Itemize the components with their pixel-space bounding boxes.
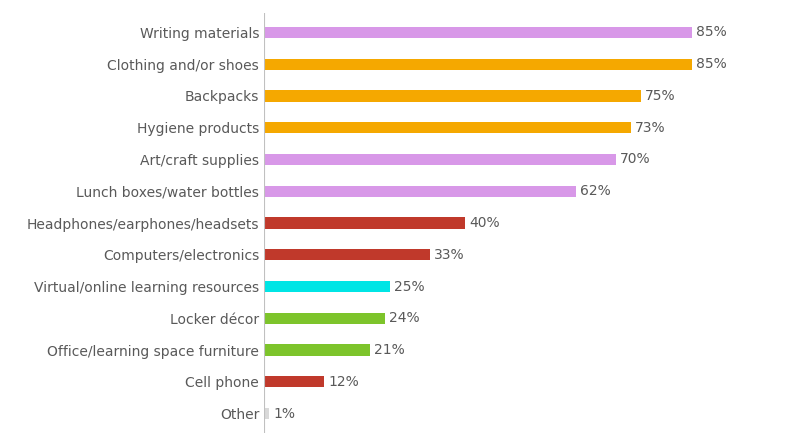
Text: 70%: 70% [620,153,651,166]
Bar [264,27,692,38]
Bar [264,376,324,388]
Text: 85%: 85% [696,25,726,39]
Bar [264,344,370,355]
Bar [264,58,692,70]
Text: 33%: 33% [434,248,465,262]
Text: 1%: 1% [273,407,295,421]
Text: 21%: 21% [374,343,405,357]
Text: 40%: 40% [470,216,500,230]
Bar [264,154,616,165]
Text: 75%: 75% [646,89,676,103]
Text: 85%: 85% [696,57,726,71]
Bar [264,186,576,197]
Bar [264,122,631,133]
Text: 24%: 24% [389,311,419,325]
Bar [264,408,269,419]
Text: 25%: 25% [394,280,425,293]
Text: 62%: 62% [580,184,610,198]
Bar [264,281,390,292]
Text: 73%: 73% [635,121,666,135]
Bar [264,91,642,102]
Text: 12%: 12% [328,375,359,389]
Bar [264,218,466,228]
Bar [264,313,385,324]
Bar [264,249,430,260]
